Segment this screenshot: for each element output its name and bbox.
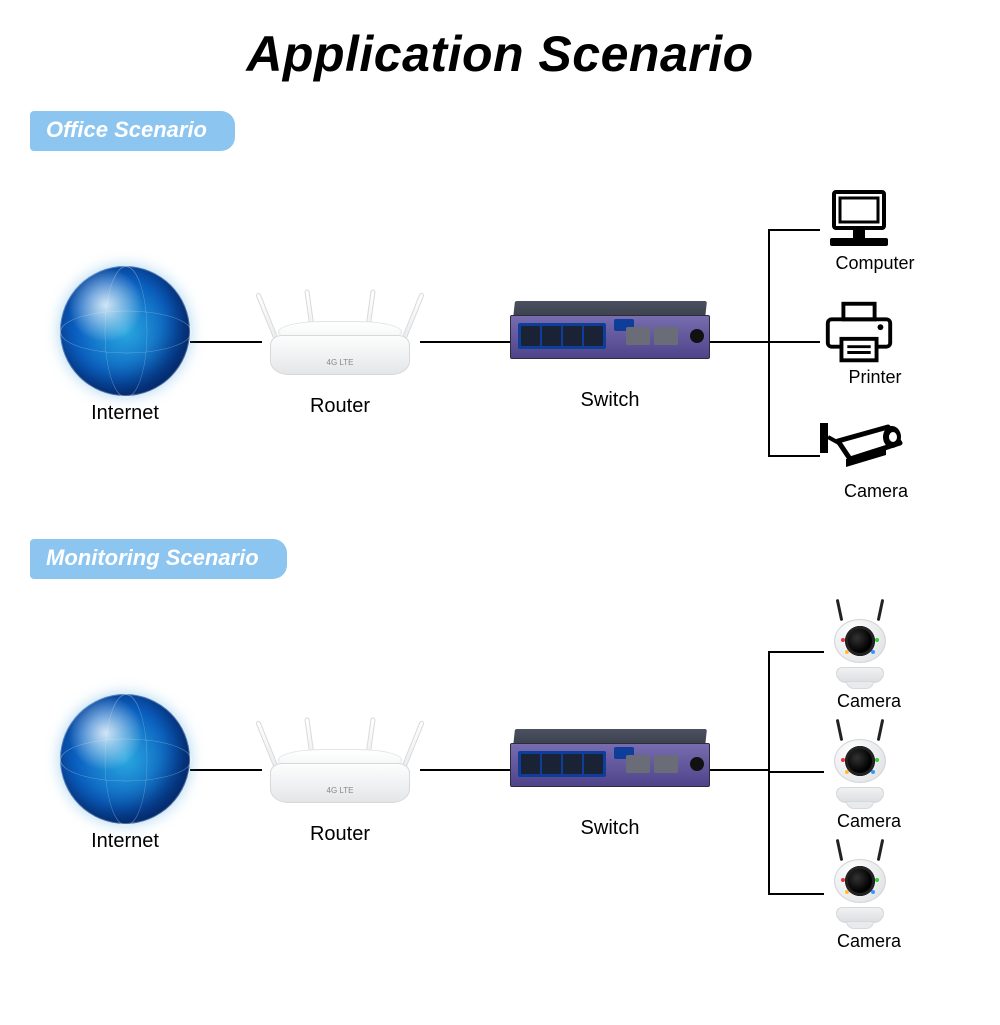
office-line-router-switch xyxy=(420,341,512,343)
mon-router-label: Router xyxy=(260,823,420,846)
mon-branch-2 xyxy=(768,771,824,773)
office-internet-label: Internet xyxy=(60,402,190,425)
switch-icon xyxy=(510,301,710,371)
office-computer: Computer xyxy=(820,187,930,274)
office-branch-camera xyxy=(768,455,820,457)
mon-line-internet-router xyxy=(190,769,262,771)
printer-icon xyxy=(820,301,898,365)
office-computer-label: Computer xyxy=(820,253,930,274)
mon-switch: Switch xyxy=(510,729,710,840)
switch-icon xyxy=(510,729,710,799)
mon-branch-3 xyxy=(768,893,824,895)
mon-internet-label: Internet xyxy=(60,830,190,853)
office-line-internet-router xyxy=(190,341,262,343)
office-switch-label: Switch xyxy=(510,389,710,412)
office-camera-label: Camera xyxy=(816,481,936,502)
mon-internet: Internet xyxy=(60,694,190,853)
globe-icon xyxy=(60,694,190,824)
office-printer-label: Printer xyxy=(820,367,930,388)
mon-camera-1: Camera xyxy=(824,605,914,712)
office-badge: Office Scenario xyxy=(30,111,235,151)
office-branch-printer xyxy=(768,341,820,343)
mon-branch-1 xyxy=(768,651,824,653)
mon-camera-3: Camera xyxy=(824,845,914,952)
office-switch: Switch xyxy=(510,301,710,412)
security-camera-icon xyxy=(816,415,908,479)
office-router: 4G LTE Router xyxy=(260,281,420,418)
mon-camera-1-label: Camera xyxy=(824,691,914,712)
monitoring-diagram: Internet 4G LTE Router Switch xyxy=(0,579,1000,979)
router-icon: 4G LTE xyxy=(260,709,420,809)
monitoring-badge: Monitoring Scenario xyxy=(30,539,287,579)
office-camera: Camera xyxy=(816,415,936,502)
office-printer: Printer xyxy=(820,301,930,388)
ip-camera-icon xyxy=(824,605,896,689)
office-internet: Internet xyxy=(60,266,190,425)
router-icon: 4G LTE xyxy=(260,281,420,381)
ip-camera-icon xyxy=(824,845,896,929)
office-line-switch-trunk xyxy=(710,341,768,343)
mon-line-router-switch xyxy=(420,769,512,771)
mon-trunk xyxy=(768,651,770,895)
mon-camera-3-label: Camera xyxy=(824,931,914,952)
globe-icon xyxy=(60,266,190,396)
office-trunk xyxy=(768,229,770,457)
ip-camera-icon xyxy=(824,725,896,809)
page-title: Application Scenario xyxy=(0,25,1000,83)
mon-switch-label: Switch xyxy=(510,817,710,840)
office-diagram: Internet 4G LTE Router Switch xyxy=(0,151,1000,521)
office-branch-computer xyxy=(768,229,820,231)
mon-camera-2: Camera xyxy=(824,725,914,832)
mon-camera-2-label: Camera xyxy=(824,811,914,832)
mon-router: 4G LTE Router xyxy=(260,709,420,846)
computer-icon xyxy=(820,187,898,251)
office-router-label: Router xyxy=(260,395,420,418)
mon-line-switch-trunk xyxy=(710,769,768,771)
